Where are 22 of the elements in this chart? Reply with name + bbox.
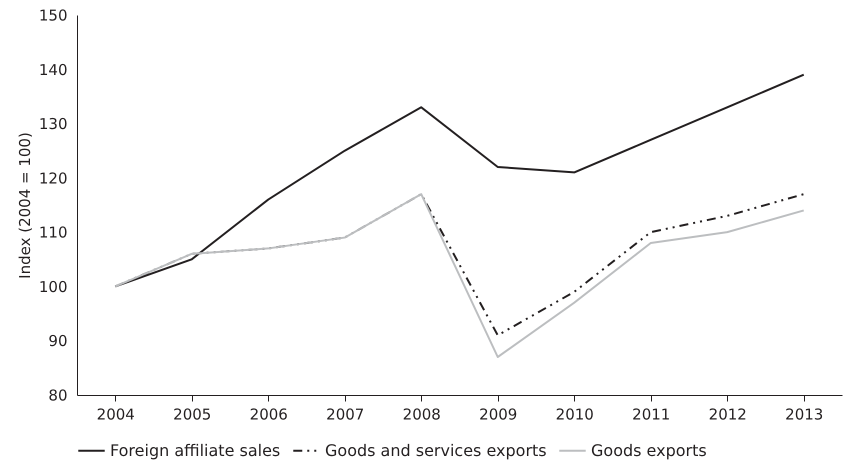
y-tick-label: 80 [48,386,68,404]
y-tick-label: 110 [38,224,68,242]
x-tick-label: 2012 [708,406,747,424]
x-tick-label: 2006 [250,406,288,424]
y-tick-label: 150 [38,6,68,24]
x-tick-label: 2013 [785,406,824,424]
legend-label: Goods exports [591,440,707,460]
y-tick-label: 140 [38,60,68,79]
y-tick-label: 120 [38,169,68,188]
x-tick-label: 2008 [402,406,441,424]
legend-label: Goods and services exports [325,440,547,460]
x-tick-label: 2005 [173,406,212,424]
x-tick-label: 2011 [632,406,670,424]
x-tick-label: 2009 [479,406,518,424]
y-tick-label: 130 [38,115,68,134]
x-tick-label: 2004 [96,406,135,424]
y-tick-label: 100 [38,278,68,296]
x-tick-label: 2010 [556,406,594,424]
x-tick-label: 2007 [326,406,364,424]
y-axis-title: Index (2004 = 100) [16,132,34,279]
y-tick-label: 90 [48,332,68,350]
legend-label: Foreign affiliate sales [110,440,280,460]
